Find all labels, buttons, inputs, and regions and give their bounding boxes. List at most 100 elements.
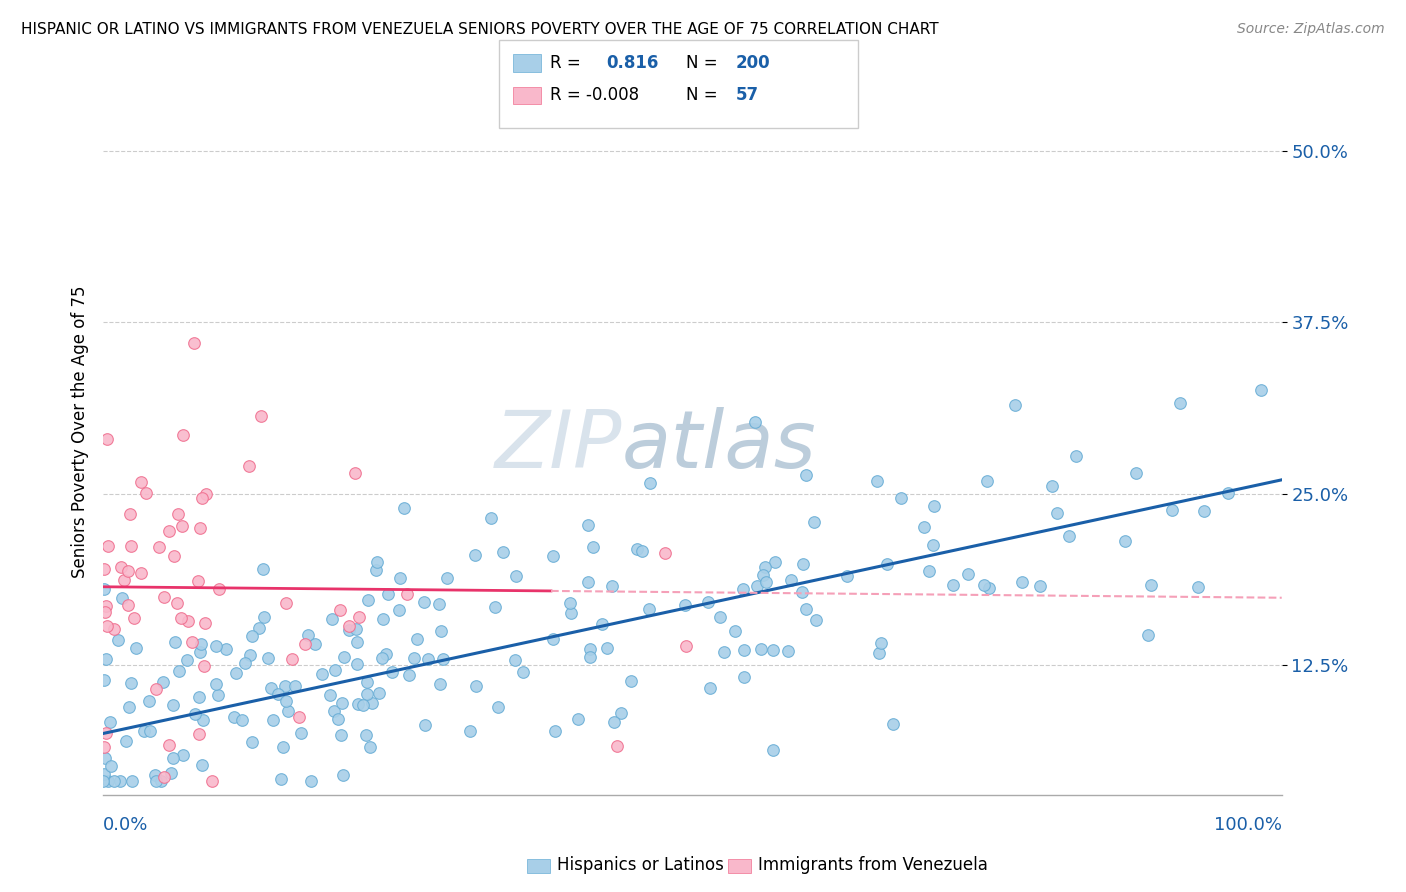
Point bbox=[638, 476, 661, 491]
Point bbox=[138, 723, 160, 738]
Point bbox=[225, 665, 247, 680]
Point bbox=[1192, 504, 1215, 518]
Point bbox=[343, 466, 366, 480]
Point bbox=[190, 637, 212, 651]
Point bbox=[271, 739, 294, 754]
Point bbox=[138, 694, 160, 708]
Point bbox=[111, 591, 134, 606]
Point bbox=[177, 614, 200, 628]
Text: 0.816: 0.816 bbox=[606, 54, 658, 72]
Point bbox=[274, 596, 297, 610]
Point bbox=[93, 767, 115, 781]
Point bbox=[344, 622, 367, 636]
Point bbox=[262, 714, 284, 728]
Point bbox=[224, 710, 246, 724]
Point bbox=[184, 707, 207, 722]
Point bbox=[582, 540, 605, 554]
Point bbox=[280, 651, 302, 665]
Point bbox=[214, 641, 236, 656]
Point bbox=[252, 562, 274, 576]
Point bbox=[354, 728, 377, 742]
Point bbox=[204, 677, 226, 691]
Point bbox=[918, 564, 941, 578]
Point bbox=[942, 578, 965, 592]
Point bbox=[673, 598, 696, 612]
Point bbox=[591, 616, 613, 631]
Text: atlas: atlas bbox=[621, 408, 817, 485]
Point bbox=[603, 714, 626, 729]
Y-axis label: Seniors Poverty Over the Age of 75: Seniors Poverty Over the Age of 75 bbox=[72, 285, 89, 578]
Point bbox=[751, 568, 773, 582]
Point bbox=[1218, 485, 1240, 500]
Point bbox=[125, 641, 148, 656]
Point bbox=[544, 724, 567, 739]
Point bbox=[724, 624, 747, 638]
Text: R = -0.008: R = -0.008 bbox=[550, 87, 638, 104]
Text: HISPANIC OR LATINO VS IMMIGRANTS FROM VENEZUELA SENIORS POVERTY OVER THE AGE OF : HISPANIC OR LATINO VS IMMIGRANTS FROM VE… bbox=[21, 22, 939, 37]
Point bbox=[240, 629, 263, 643]
Point bbox=[93, 562, 115, 576]
Point bbox=[512, 665, 534, 679]
Point bbox=[804, 613, 827, 627]
Point bbox=[979, 581, 1001, 595]
Point bbox=[191, 713, 214, 727]
Point bbox=[749, 641, 772, 656]
Point bbox=[94, 652, 117, 666]
Point bbox=[366, 556, 388, 570]
Point bbox=[371, 651, 394, 665]
Point bbox=[257, 651, 280, 665]
Point bbox=[145, 682, 167, 697]
Point bbox=[304, 636, 326, 650]
Point bbox=[159, 766, 181, 780]
Point bbox=[195, 486, 218, 500]
Point bbox=[233, 656, 256, 670]
Point bbox=[100, 759, 122, 773]
Point bbox=[94, 605, 117, 619]
Point bbox=[238, 459, 260, 474]
Point bbox=[143, 767, 166, 781]
Text: ZIP: ZIP bbox=[495, 408, 621, 485]
Text: Immigrants from Venezuela: Immigrants from Venezuela bbox=[758, 856, 987, 874]
Point bbox=[882, 716, 904, 731]
Point bbox=[697, 595, 720, 609]
Point bbox=[201, 774, 224, 789]
Point bbox=[240, 735, 263, 749]
Point bbox=[505, 569, 527, 583]
Point bbox=[374, 647, 396, 661]
Point bbox=[259, 681, 281, 695]
Point bbox=[183, 335, 205, 350]
Point bbox=[346, 635, 368, 649]
Point bbox=[172, 428, 194, 442]
Point bbox=[1136, 628, 1159, 642]
Point bbox=[596, 641, 619, 656]
Point bbox=[297, 627, 319, 641]
Point bbox=[792, 584, 814, 599]
Point bbox=[405, 632, 427, 646]
Point bbox=[429, 624, 451, 638]
Point bbox=[922, 538, 945, 552]
Point bbox=[152, 675, 174, 690]
Point bbox=[576, 574, 599, 589]
Point bbox=[364, 563, 387, 577]
Point bbox=[115, 734, 138, 748]
Point bbox=[976, 474, 998, 488]
Text: Hispanics or Latinos: Hispanics or Latinos bbox=[557, 856, 724, 874]
Point bbox=[346, 697, 368, 711]
Point bbox=[96, 619, 118, 633]
Point bbox=[416, 652, 439, 666]
Point bbox=[1011, 574, 1033, 589]
Point bbox=[675, 639, 697, 653]
Point bbox=[267, 687, 290, 701]
Point bbox=[337, 624, 360, 638]
Point bbox=[294, 637, 316, 651]
Point bbox=[180, 635, 202, 649]
Point bbox=[129, 475, 152, 490]
Point bbox=[148, 540, 170, 554]
Point bbox=[1187, 581, 1209, 595]
Point bbox=[388, 603, 411, 617]
Point bbox=[484, 599, 506, 614]
Point bbox=[157, 738, 180, 752]
Point bbox=[172, 519, 194, 533]
Point bbox=[912, 520, 935, 534]
Point bbox=[395, 587, 418, 601]
